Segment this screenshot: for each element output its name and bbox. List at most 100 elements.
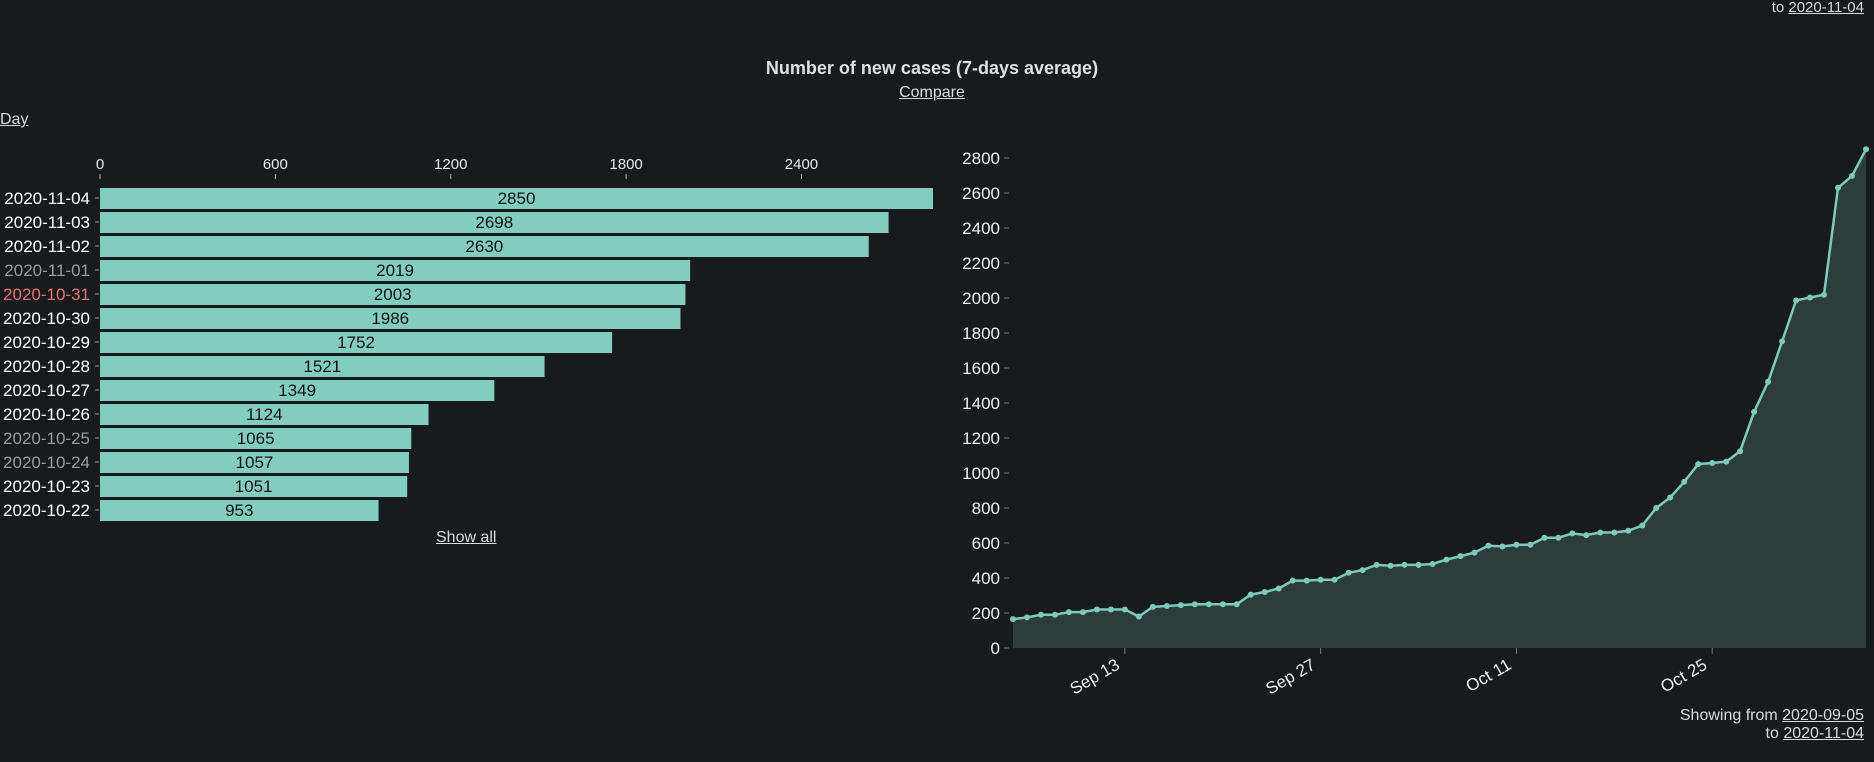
data-point[interactable] xyxy=(1541,534,1548,541)
data-point[interactable] xyxy=(1849,172,1855,179)
y-tick-label: 2200 xyxy=(962,254,1000,273)
area-chart: 0 200 400 600 800 1000 1200 1400 1600 1800 2000 220… xyxy=(962,146,1869,698)
bar[interactable] xyxy=(100,236,869,257)
data-point[interactable] xyxy=(1471,549,1478,556)
data-point[interactable] xyxy=(1163,603,1170,609)
data-point[interactable] xyxy=(1065,609,1072,616)
data-point[interactable] xyxy=(1443,556,1450,563)
data-point[interactable] xyxy=(1359,567,1366,574)
x-tick-label: Oct 25 xyxy=(1657,655,1710,697)
data-point[interactable] xyxy=(1373,561,1380,568)
bar[interactable] xyxy=(100,380,495,401)
bar[interactable] xyxy=(100,260,691,281)
data-point[interactable] xyxy=(1709,460,1716,466)
data-point[interactable] xyxy=(1093,606,1100,613)
bar[interactable] xyxy=(100,404,429,425)
bar-value-label: 1986 xyxy=(371,309,409,328)
data-point[interactable] xyxy=(1639,522,1646,529)
category-label: 2020-10-28 xyxy=(3,357,90,376)
show-all-link[interactable]: Show all xyxy=(436,529,497,546)
bar[interactable] xyxy=(100,428,412,449)
day-granularity-link[interactable]: Day xyxy=(0,111,29,128)
data-point[interactable] xyxy=(1821,291,1827,298)
data-point[interactable] xyxy=(1177,602,1184,609)
bar[interactable] xyxy=(100,332,613,353)
data-point[interactable] xyxy=(1275,585,1282,592)
data-point[interactable] xyxy=(1527,541,1534,548)
category-label: 2020-10-23 xyxy=(3,477,90,496)
data-point[interactable] xyxy=(1079,609,1086,616)
data-point[interactable] xyxy=(1303,577,1310,584)
data-point[interactable] xyxy=(1107,606,1114,613)
x-tick-label: Sep 13 xyxy=(1067,655,1123,698)
x-tick-label: 1800 xyxy=(609,156,642,173)
data-point[interactable] xyxy=(1737,448,1744,455)
data-point[interactable] xyxy=(1597,529,1604,536)
data-point[interactable] xyxy=(1807,294,1814,301)
data-point[interactable] xyxy=(1499,543,1506,550)
data-point[interactable] xyxy=(1052,611,1058,618)
data-point[interactable] xyxy=(1205,601,1212,608)
data-point[interactable] xyxy=(1695,461,1702,468)
y-tick-label: 2400 xyxy=(962,219,1000,238)
from-date-link[interactable]: 2020-09-05 xyxy=(1782,707,1864,724)
data-point[interactable] xyxy=(1625,527,1632,534)
data-point[interactable] xyxy=(1751,408,1758,415)
data-point[interactable] xyxy=(1723,458,1730,465)
top-range-end-date-link[interactable]: 2020-11-04 xyxy=(1788,0,1864,16)
data-point[interactable] xyxy=(1681,478,1688,485)
data-point[interactable] xyxy=(1569,530,1576,537)
data-point[interactable] xyxy=(1191,601,1198,608)
category-label: 2020-10-24 xyxy=(3,453,90,472)
data-point[interactable] xyxy=(1317,576,1324,583)
data-point[interactable] xyxy=(1583,532,1590,539)
data-point[interactable] xyxy=(1289,577,1296,584)
data-point[interactable] xyxy=(1555,534,1562,541)
bar[interactable] xyxy=(100,308,681,329)
data-point[interactable] xyxy=(1331,576,1338,583)
y-tick-label: 1800 xyxy=(962,324,1000,343)
x-tick-label: Sep 27 xyxy=(1262,655,1318,698)
data-point[interactable] xyxy=(1429,561,1436,567)
data-point[interactable] xyxy=(1485,542,1492,549)
data-point[interactable] xyxy=(1149,603,1156,610)
data-point[interactable] xyxy=(1457,553,1464,560)
y-tick-label: 2800 xyxy=(962,149,1000,168)
data-point[interactable] xyxy=(1233,601,1240,608)
data-point[interactable] xyxy=(1667,494,1674,501)
bar[interactable] xyxy=(100,476,408,497)
data-point[interactable] xyxy=(1513,541,1520,548)
data-point[interactable] xyxy=(1835,184,1841,191)
bar[interactable] xyxy=(100,452,409,473)
bar[interactable] xyxy=(100,500,379,521)
data-point[interactable] xyxy=(1135,613,1142,620)
data-point[interactable] xyxy=(1024,614,1030,621)
data-point[interactable] xyxy=(1345,569,1352,576)
data-point[interactable] xyxy=(1793,297,1800,304)
bottom-date-range: Showing from 2020-09-05 to 2020-11-04 xyxy=(1680,707,1864,743)
to-date-link[interactable]: 2020-11-04 xyxy=(1783,725,1864,742)
category-label: 2020-11-02 xyxy=(4,237,90,256)
data-point[interactable] xyxy=(1387,562,1394,569)
data-point[interactable] xyxy=(1765,378,1772,385)
data-point[interactable] xyxy=(1863,146,1869,153)
data-point[interactable] xyxy=(1121,606,1128,613)
data-point[interactable] xyxy=(1779,338,1786,345)
data-point[interactable] xyxy=(1415,561,1422,568)
bar-value-label: 1752 xyxy=(337,333,375,352)
bar[interactable] xyxy=(100,188,933,209)
data-point[interactable] xyxy=(1261,589,1268,595)
data-point[interactable] xyxy=(1611,529,1618,536)
bar[interactable] xyxy=(100,284,686,305)
data-point[interactable] xyxy=(1401,561,1408,568)
bar[interactable] xyxy=(100,212,889,233)
to-label: to xyxy=(1765,725,1779,742)
data-point[interactable] xyxy=(1247,591,1254,598)
data-point[interactable] xyxy=(1219,601,1226,608)
compare-link[interactable]: Compare xyxy=(899,84,965,101)
data-point[interactable] xyxy=(1010,616,1016,623)
data-point[interactable] xyxy=(1653,505,1660,511)
bar[interactable] xyxy=(100,356,545,377)
data-point[interactable] xyxy=(1038,611,1044,618)
category-label: 2020-11-03 xyxy=(4,213,90,232)
